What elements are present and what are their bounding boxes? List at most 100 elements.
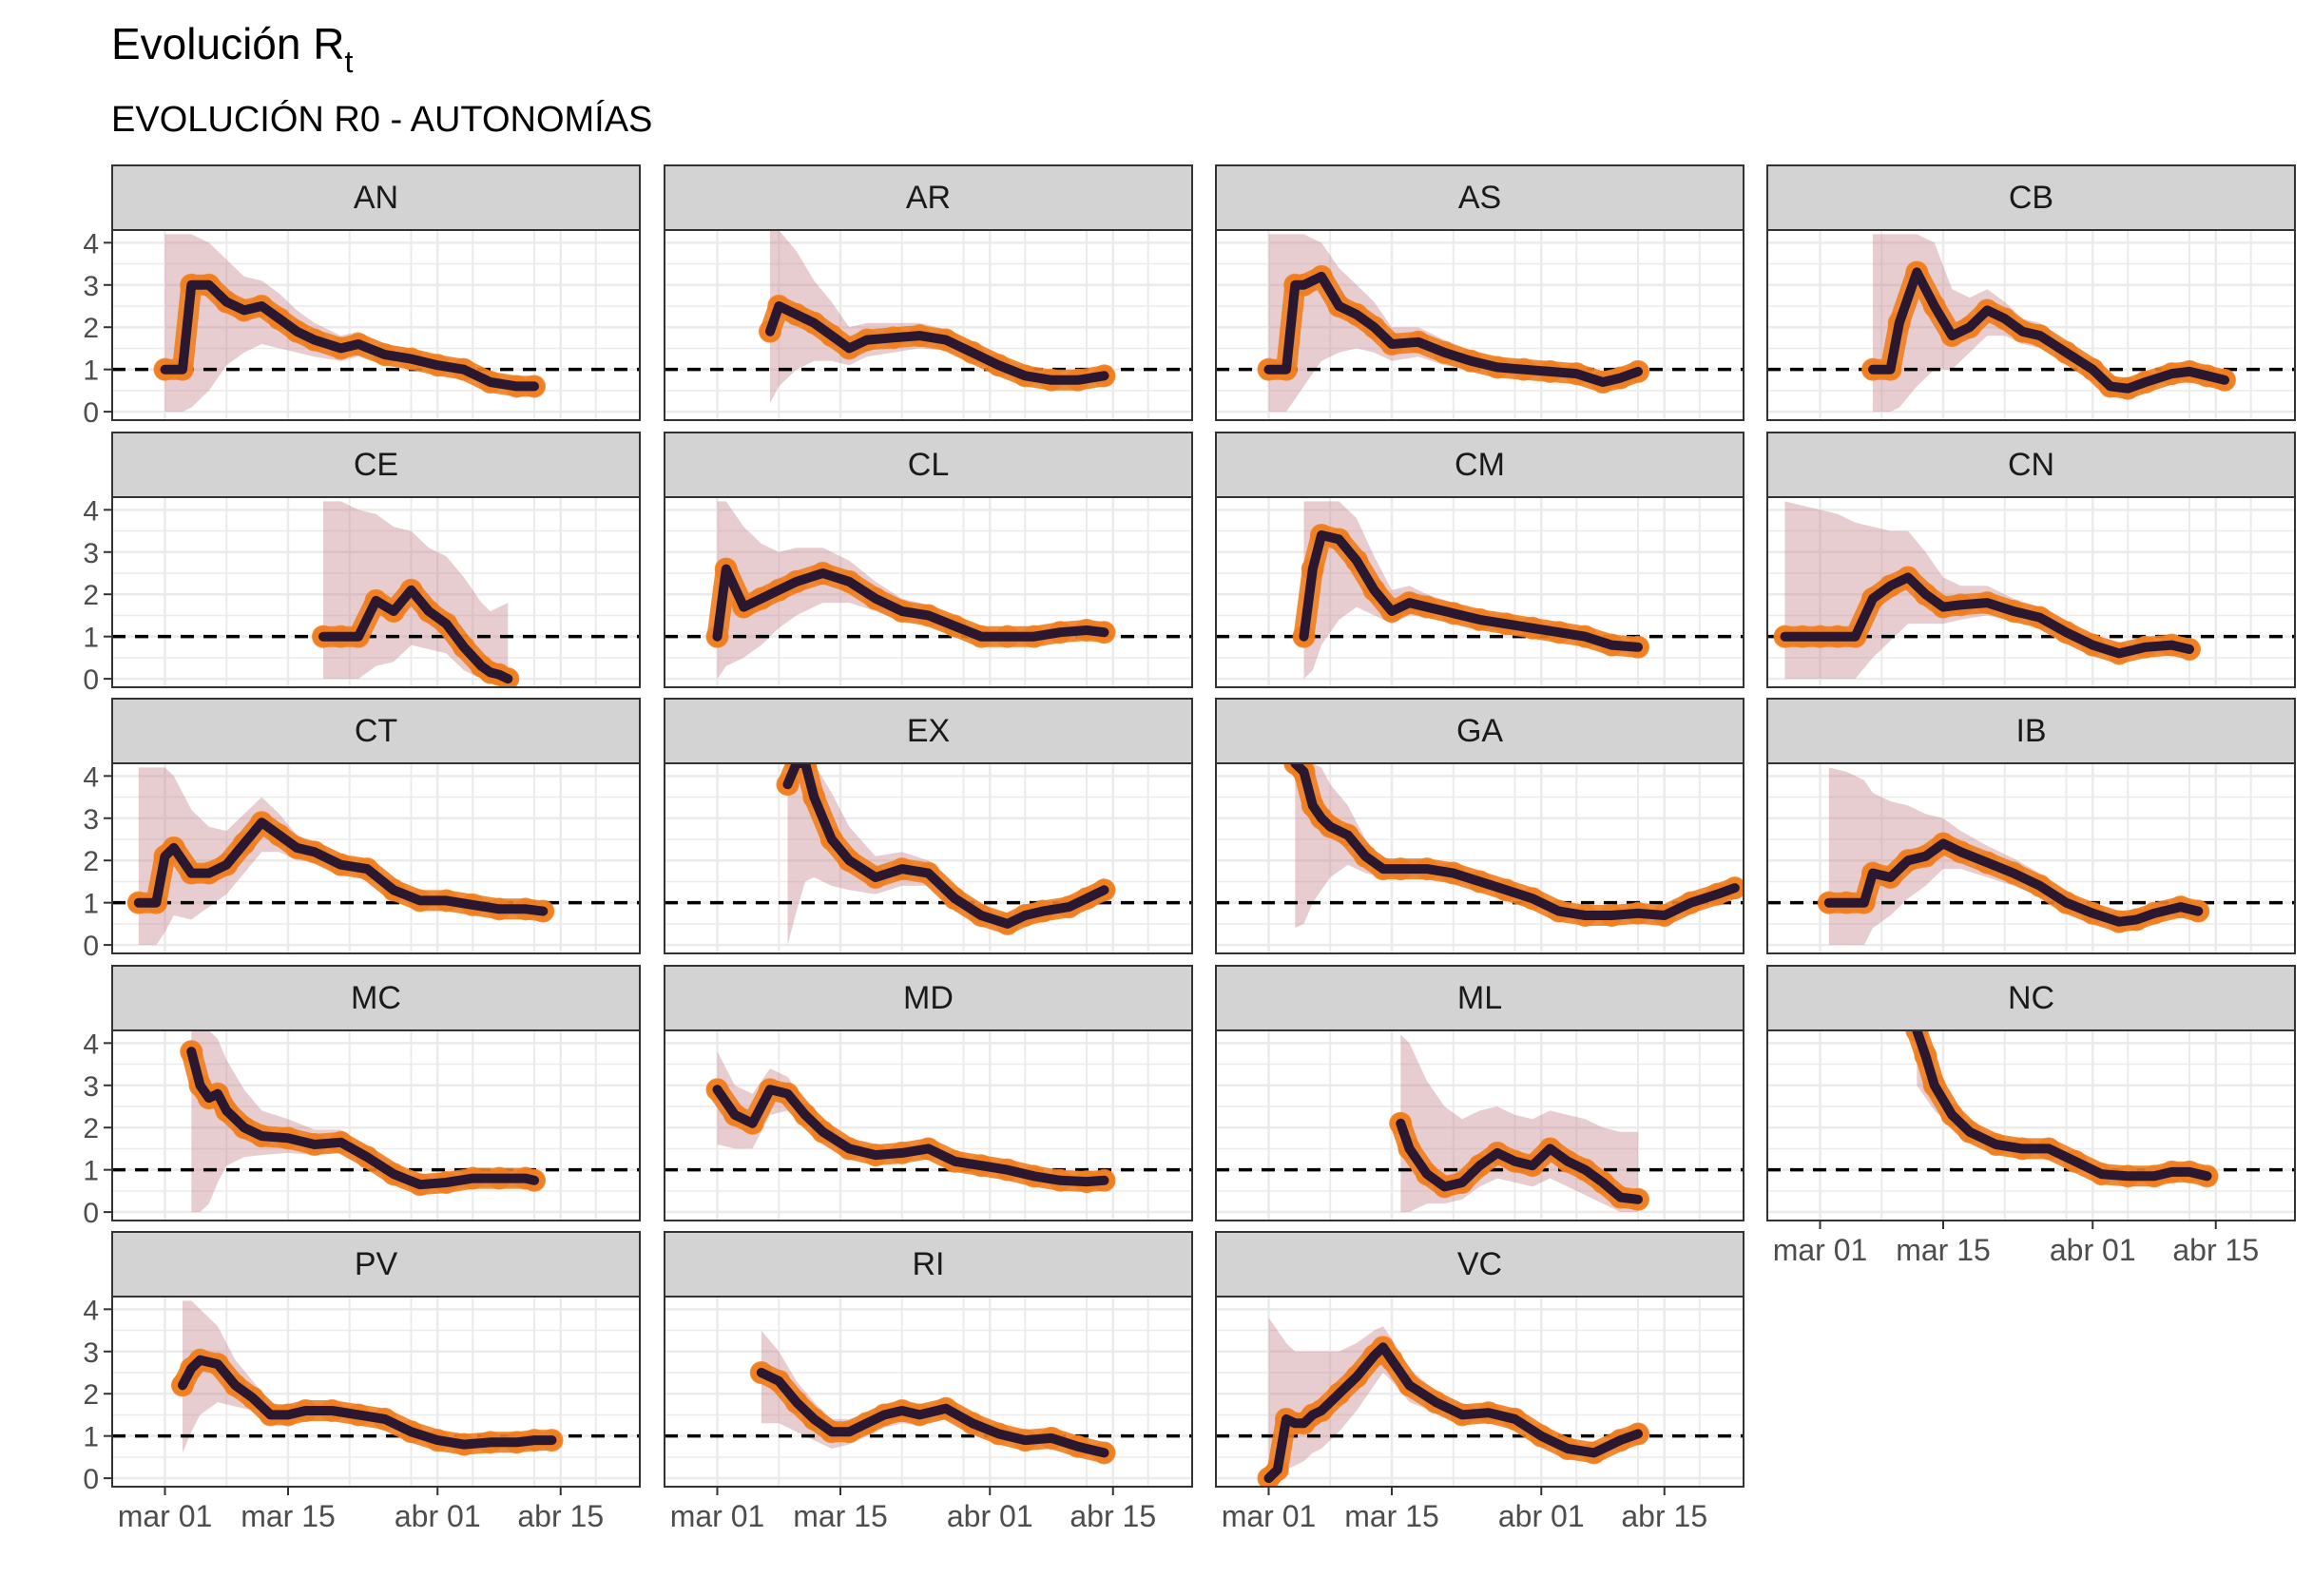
strip-label-ct: CT [355,713,397,749]
y-tick-label: 4 [83,761,99,793]
panel-as: AS [1215,164,1744,421]
panel-ib: IB [1766,698,2296,954]
x-tick-label: abr 01 [2050,1233,2136,1267]
strip-cn [1766,432,2296,498]
y-tick-label: 3 [83,1337,99,1369]
rt-line-nc [1912,1030,2212,1182]
strip-label-cm: CM [1455,447,1505,483]
y-tick-label: 2 [83,313,99,344]
series-ce [312,578,520,687]
y-tick-label: 2 [83,1379,99,1411]
facet-panels: AN 0 1 2 3 4 AR AS CB CE 0 1 2 3 4 CL CM CN CT 0 1 2 3 4 EX GA IB M… [83,164,2296,1533]
strip-label-ib: IB [2015,713,2046,749]
panel-border-ce [111,496,641,688]
series-nc [1905,1030,2219,1188]
panel-border-cn [1766,496,2296,688]
rt-line-cl [712,564,1109,642]
strip-label-md: MD [903,980,954,1016]
series-ct [126,811,555,923]
y-tick-label: 4 [83,228,99,260]
x-tick-label: abr 15 [517,1499,604,1533]
rt-line-ct [133,817,549,916]
y-tick-label: 2 [83,846,99,877]
x-tick-label: mar 01 [118,1499,213,1533]
series-ri [749,1361,1116,1465]
series-vc [1257,1336,1649,1487]
strip-label-ce: CE [354,447,398,483]
panel-border-ib [1766,762,2296,954]
y-tick-label: 0 [83,1198,99,1229]
series-mc [180,1040,546,1197]
y-tick-label: 0 [83,397,99,429]
strip-label-ga: GA [1456,713,1503,749]
rt-line-mc [186,1047,539,1190]
strip-cl [664,432,1193,498]
panel-bg-ib [1767,763,2295,953]
y-tick-label: 1 [83,889,99,920]
x-tick-label: abr 01 [947,1499,1033,1533]
panel-border-cm [1215,496,1744,688]
series-cl [705,557,1116,648]
rt-line-ib [1823,838,2204,927]
series-md [705,1078,1116,1194]
panel-ex: EX [664,698,1193,954]
y-tick-label: 2 [83,580,99,611]
panel-bg-ar [665,230,1192,420]
x-tick-label: abr 01 [1498,1499,1585,1533]
strip-as [1215,164,1744,231]
rt-line-as [1263,271,1643,387]
panel-bg-ct [112,763,640,953]
strip-label-ex: EX [907,713,950,749]
panel-ga: GA [1215,698,1744,954]
strip-label-cb: CB [2009,180,2053,216]
panel-md: MD [664,965,1193,1221]
panel-border-ex [664,762,1193,954]
panel-bg-cn [1767,497,2295,687]
rt-line-ex [782,763,1109,929]
panel-bg-nc [1767,1030,2295,1221]
series-ib [1817,832,2210,933]
strip-an [111,164,641,231]
y-tick-label: 3 [83,804,99,836]
strip-nc [1766,965,2296,1031]
x-tick-label: mar 15 [241,1499,336,1533]
rt-line-vc [1263,1342,1643,1484]
panel-bg-as [1216,230,1744,420]
x-tick-label: mar 15 [1896,1233,1991,1267]
ci-ribbon-ar [770,230,1105,404]
y-tick-label: 0 [83,664,99,696]
panel-ri: RI mar 01 mar 15 abr 01 abr 15 [664,1231,1193,1533]
rt-line-cb [1868,267,2229,394]
rt-line-ga [1290,763,1740,920]
rt-line-pv [178,1355,557,1450]
ci-ribbon-mc [191,1030,535,1213]
series-cb [1861,260,2236,400]
x-tick-label: abr 15 [1070,1499,1156,1533]
strip-ib [1766,698,2296,764]
series-ex [776,763,1116,935]
rt-line-an [160,279,539,392]
panel-cm: CM [1215,432,1744,688]
rt-line-ml [1396,1118,1643,1204]
panel-cb: CB [1766,164,2296,421]
panel-border-nc [1766,1029,2296,1221]
y-tick-label: 2 [83,1113,99,1144]
strip-label-ar: AR [906,180,951,216]
strip-label-vc: VC [1457,1246,1502,1282]
y-tick-label: 3 [83,271,99,302]
strip-cb [1766,164,2296,231]
panel-pv: PV 0 1 2 3 4 mar 01 mar 15 abr 01 abr 15 [83,1231,641,1533]
series-as [1257,264,1649,394]
panel-vc: VC mar 01 mar 15 abr 01 abr 15 [1215,1231,1744,1533]
y-tick-label: 4 [83,1029,99,1060]
series-cn [1773,566,2201,665]
panel-border-ar [664,229,1193,421]
series-ml [1389,1111,1649,1211]
panel-ct: CT 0 1 2 3 4 [83,698,641,962]
panel-bg-an [112,230,640,420]
panel-bg-vc [1216,1297,1744,1487]
strip-label-cn: CN [2008,447,2054,483]
panel-ce: CE 0 1 2 3 4 [83,432,641,696]
rt-line-cm [1299,530,1643,652]
